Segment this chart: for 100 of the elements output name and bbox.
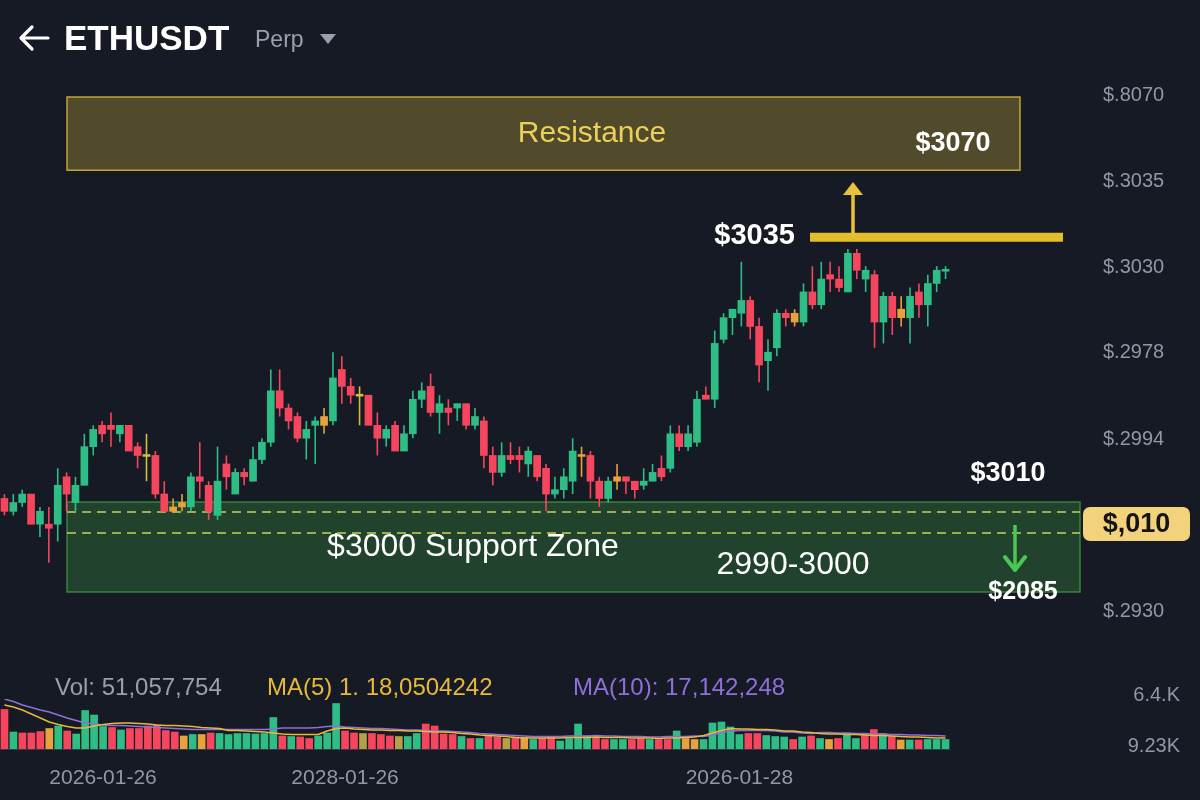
candlestick: [888, 291, 897, 336]
annotation: Vol: 51,057,754: [55, 673, 222, 701]
text: $.3030: [1103, 254, 1165, 278]
bar: [260, 733, 269, 749]
annotation: $3035: [714, 218, 795, 252]
bar: [681, 738, 690, 749]
candlestick: [826, 260, 834, 293]
bar: [359, 733, 367, 749]
candlestick: [311, 415, 320, 465]
candlestick: [36, 506, 44, 538]
candlestick: [524, 445, 533, 478]
candlestick: [719, 312, 728, 345]
bar: [825, 739, 833, 749]
candlestick: [906, 286, 914, 345]
chart-title: ETHUSDT: [64, 17, 230, 59]
bar: [278, 735, 287, 749]
bar: [45, 728, 54, 749]
candlestick: [293, 411, 302, 444]
text: $.2930: [1103, 598, 1165, 622]
candlestick: [382, 424, 391, 448]
bar: [932, 739, 941, 749]
bar: [457, 736, 466, 749]
bar: [215, 733, 224, 749]
bar: [224, 734, 233, 749]
candlestick: [604, 476, 613, 504]
bar: [887, 736, 896, 749]
band-label: $3000 Support Zone: [327, 526, 619, 563]
candlestick: [577, 445, 586, 478]
bar: [27, 732, 36, 749]
bar: [179, 735, 188, 749]
series-label: MA(10): 17,142,248: [573, 673, 786, 700]
bar: [941, 739, 950, 749]
bar: [54, 725, 63, 749]
bar: [188, 734, 197, 749]
bar: [117, 729, 125, 749]
candlestick: [45, 506, 53, 564]
bar: [287, 736, 296, 749]
candlestick: [462, 402, 470, 431]
candlestick: [373, 411, 382, 457]
candlestick: [453, 402, 462, 422]
text: $2085: [988, 575, 1058, 605]
bar: [690, 739, 699, 749]
text: $.2994: [1103, 426, 1165, 450]
candlestick: [497, 441, 506, 478]
bar: [502, 738, 511, 749]
bar: [798, 736, 806, 749]
bar: [896, 739, 905, 749]
candlestick: [142, 433, 151, 482]
price-tag: $,010: [1083, 507, 1190, 541]
candlestick: [275, 368, 284, 418]
bar: [197, 734, 206, 749]
annotation: 2990-3000: [716, 544, 870, 582]
text: 9.23K: [1127, 733, 1180, 757]
candlestick: [62, 471, 71, 513]
band-label: Resistance: [517, 114, 667, 148]
text: $.3035: [1103, 168, 1165, 192]
bar: [816, 738, 824, 749]
bar: [108, 727, 116, 749]
candlestick: [737, 260, 746, 328]
text: $3070: [915, 127, 991, 159]
bar: [206, 732, 215, 749]
candlestick: [435, 394, 444, 435]
candlestick: [515, 445, 524, 474]
text: $.8070: [1103, 82, 1165, 106]
bar: [233, 733, 242, 749]
x-tick-label: 2026-01-28: [685, 765, 794, 789]
candlestick: [657, 454, 666, 482]
candlestick: [897, 295, 905, 328]
candlestick: [444, 398, 453, 427]
candlestick: [302, 420, 311, 461]
bar: [0, 709, 9, 749]
candlestick: [0, 493, 9, 517]
bar: [834, 738, 842, 749]
candlestick: [71, 476, 80, 513]
bar: [905, 739, 914, 749]
candlestick: [835, 265, 843, 293]
bar: [36, 731, 45, 749]
candlestick: [915, 282, 923, 319]
bar: [63, 730, 72, 749]
candlestick: [728, 308, 737, 336]
bar: [251, 733, 260, 749]
bar: [18, 732, 27, 749]
candlestick: [675, 424, 684, 452]
x-tick-label: 2028-01-26: [291, 765, 399, 789]
bar: [475, 738, 484, 749]
candlestick: [613, 463, 621, 491]
candlestick: [195, 441, 204, 500]
bar: [923, 739, 932, 749]
bar: [645, 739, 654, 749]
candlestick: [160, 480, 169, 513]
text: 6.4.K: [1133, 682, 1180, 706]
candlestick: [320, 407, 328, 435]
candlestick: [471, 407, 479, 431]
candlestick: [852, 248, 861, 280]
bar: [699, 739, 708, 749]
bar: [448, 734, 457, 749]
bar: [242, 733, 251, 749]
chart-subtitle: Perp: [255, 25, 304, 53]
text: $3010: [970, 457, 1046, 489]
bar: [807, 735, 815, 749]
